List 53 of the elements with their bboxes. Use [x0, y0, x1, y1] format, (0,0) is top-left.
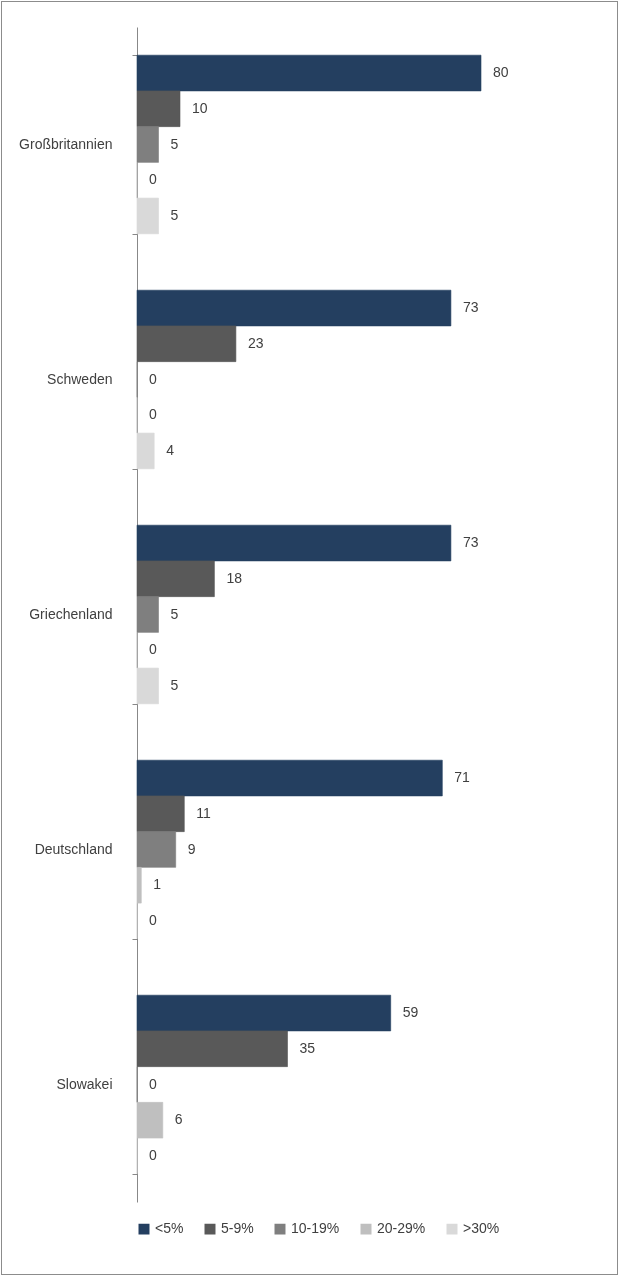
- bar: [136, 126, 159, 163]
- data-label: 10: [192, 99, 208, 116]
- data-label: 35: [299, 1039, 316, 1056]
- data-label: 6: [174, 1111, 183, 1128]
- data-label: 5: [170, 605, 179, 622]
- bar: [136, 667, 159, 705]
- data-label: 5: [170, 135, 179, 152]
- bar: [136, 560, 215, 597]
- legend-label: >30%: [463, 1220, 500, 1237]
- bar: [136, 54, 482, 92]
- data-label: 0: [149, 911, 157, 928]
- bar: [136, 831, 176, 868]
- legend-label: 10-19%: [291, 1220, 340, 1237]
- data-label: 73: [462, 534, 479, 551]
- data-label: 4: [166, 441, 175, 458]
- bar: [136, 90, 181, 127]
- bar: [136, 994, 391, 1032]
- data-label: 5: [170, 676, 179, 693]
- bar: [136, 325, 237, 362]
- data-label: 71: [454, 769, 471, 786]
- data-label: 0: [149, 1075, 157, 1092]
- bar: [136, 432, 155, 470]
- y-tick-label: Slowakei: [56, 1076, 113, 1092]
- data-label: 0: [149, 406, 157, 423]
- y-tick-label: Griechenland: [29, 606, 113, 622]
- data-label: 1: [153, 876, 162, 893]
- data-label: 9: [187, 840, 196, 857]
- data-label: 23: [247, 334, 264, 351]
- y-tick-label: Großbritannien: [19, 136, 113, 152]
- bar: [136, 1030, 288, 1067]
- bar: [136, 524, 452, 562]
- data-label: 18: [226, 569, 243, 586]
- legend-label: <5%: [155, 1220, 184, 1237]
- bar: [136, 197, 159, 235]
- bar: [136, 795, 185, 832]
- bar: [136, 1102, 164, 1139]
- data-label: 0: [149, 641, 157, 658]
- data-label: 0: [149, 370, 157, 387]
- legend-label: 20-29%: [377, 1220, 426, 1237]
- legend-label: 5-9%: [221, 1220, 254, 1237]
- bar: [136, 867, 142, 904]
- data-label: 80: [493, 64, 509, 81]
- bar: [136, 759, 443, 797]
- y-tick-label: Schweden: [47, 371, 113, 387]
- data-label: 59: [402, 1004, 419, 1021]
- data-label: 5: [170, 206, 179, 223]
- y-tick-label: Deutschland: [34, 841, 113, 857]
- data-label: 11: [196, 804, 212, 821]
- bar: [136, 596, 159, 633]
- data-label: 0: [149, 1146, 157, 1163]
- data-label: 0: [149, 171, 157, 188]
- data-label: 73: [462, 299, 479, 316]
- bar: [136, 289, 452, 327]
